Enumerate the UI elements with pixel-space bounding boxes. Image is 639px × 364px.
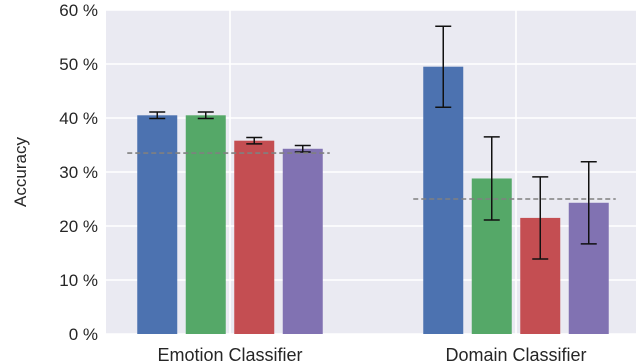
y-tick-label: 20 % <box>59 217 98 236</box>
bar <box>234 140 275 334</box>
bar <box>137 115 178 334</box>
bar <box>185 115 226 334</box>
y-tick-label: 30 % <box>59 163 98 182</box>
bar <box>423 66 464 334</box>
error-bars <box>149 25 597 260</box>
y-axis-label: Accuracy <box>11 137 30 207</box>
bars <box>137 66 609 334</box>
y-tick-label: 10 % <box>59 271 98 290</box>
category-label: Domain Classifier <box>445 345 586 364</box>
y-tick-label: 50 % <box>59 55 98 74</box>
bar <box>282 148 323 334</box>
y-tick-label: 0 % <box>69 325 98 344</box>
y-tick-label: 60 % <box>59 1 98 20</box>
y-tick-labels: 0 % 10 % 20 % 30 % 40 % 50 % 60 % <box>59 1 98 344</box>
category-label: Emotion Classifier <box>157 345 302 364</box>
y-tick-label: 40 % <box>59 109 98 128</box>
baselines <box>127 152 616 200</box>
category-labels: Emotion Classifier Domain Classifier <box>157 345 586 364</box>
